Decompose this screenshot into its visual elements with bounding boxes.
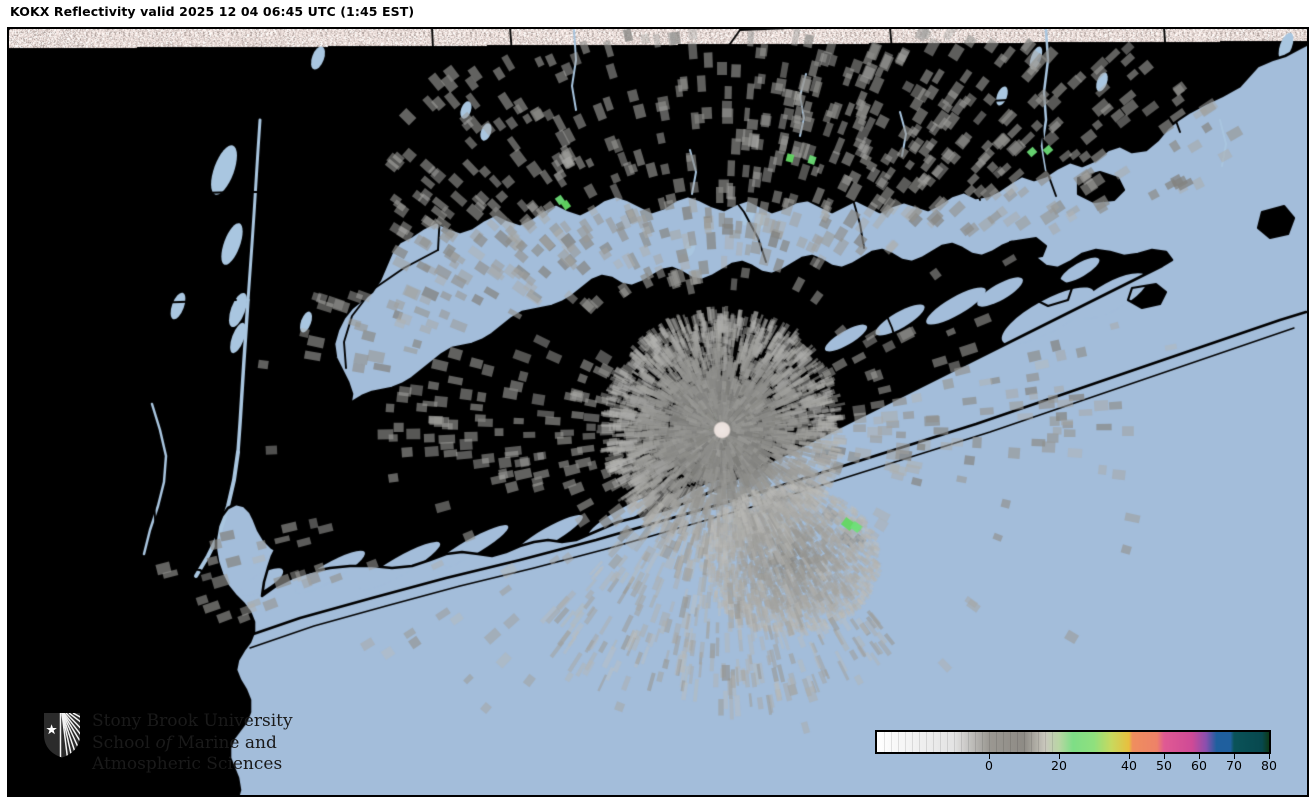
logo-line-3: Atmospheric Sciences <box>92 754 283 774</box>
colorbar-tick <box>1199 754 1200 759</box>
colorbar-tick <box>1059 754 1060 759</box>
page-title: KOKX Reflectivity valid 2025 12 04 06:45… <box>10 4 415 19</box>
colorbar-tick <box>1164 754 1165 759</box>
colorbar-tick-label: 50 <box>1156 758 1172 773</box>
colorbar-tick <box>1269 754 1270 759</box>
logo-line-1: Stony Brook University <box>92 711 293 731</box>
colorbar-gradient-box <box>875 730 1271 754</box>
colorbar-tick-label: 40 <box>1121 758 1137 773</box>
colorbar-tick-label: 60 <box>1191 758 1207 773</box>
colorbar-tick-label: 0 <box>985 758 993 773</box>
radar-map-canvas[interactable] <box>9 29 1307 795</box>
colorbar-tick-label: 80 <box>1261 758 1277 773</box>
logo-line-2: School of Marine and <box>92 733 342 755</box>
stony-brook-logo: Stony Brook University School of Marine … <box>42 711 342 789</box>
reflectivity-colorbar: 0 20 40 50 60 70 80 <box>868 700 1288 773</box>
colorbar-tick-label: 20 <box>1051 758 1067 773</box>
colorbar-tick-label: 70 <box>1226 758 1242 773</box>
colorbar-gradient <box>877 732 1269 752</box>
logo-line-2-a: School <box>92 732 156 753</box>
colorbar-tick <box>1129 754 1130 759</box>
colorbar-tick <box>989 754 990 759</box>
radar-map-frame[interactable] <box>7 27 1309 797</box>
stony-brook-shield-icon <box>44 713 80 758</box>
logo-line-2-b: Marine and <box>171 732 277 753</box>
logo-line-2-italic: of <box>155 732 172 753</box>
stony-brook-logo-text: Stony Brook University School of Marine … <box>92 711 342 776</box>
colorbar-tick <box>1234 754 1235 759</box>
